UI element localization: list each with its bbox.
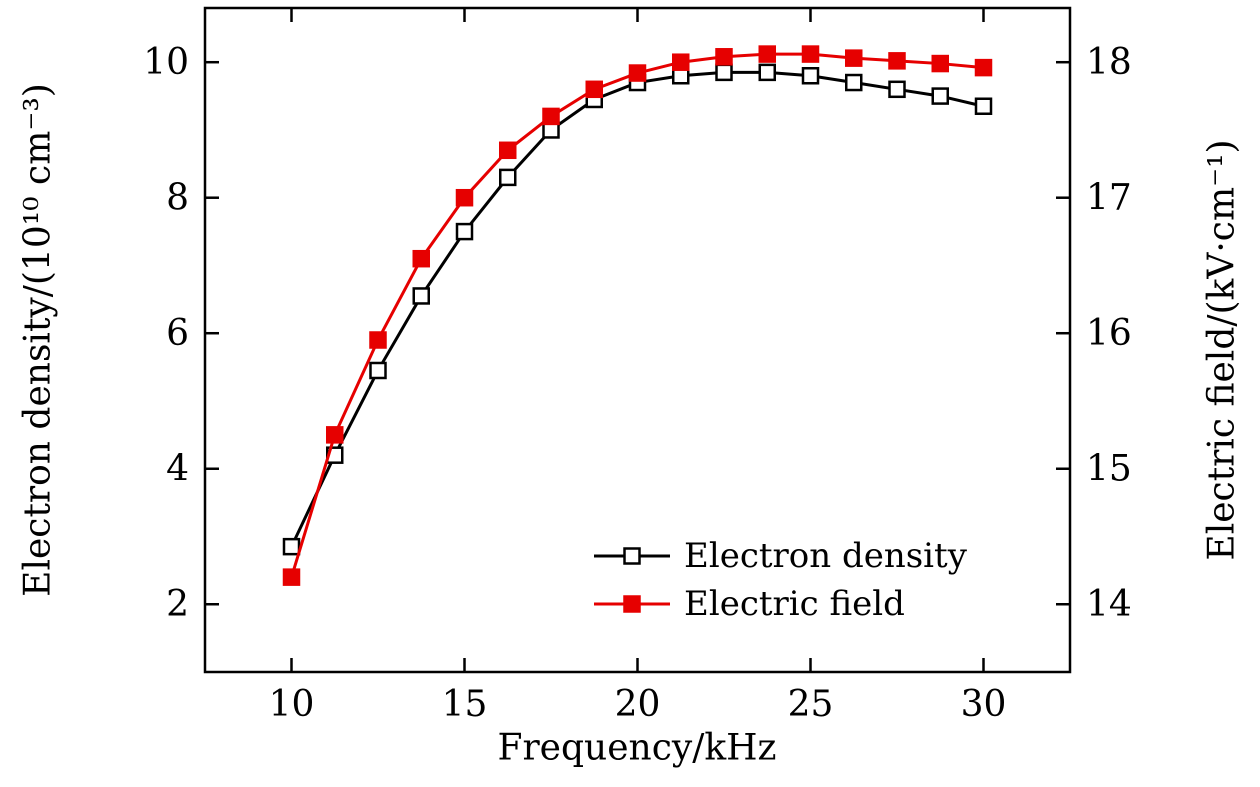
legend-item-electric-field: Electric field: [592, 584, 967, 624]
svg-text:6: 6: [166, 313, 189, 354]
svg-text:14: 14: [1086, 584, 1132, 625]
svg-text:15: 15: [1086, 449, 1132, 490]
svg-text:4: 4: [166, 449, 189, 490]
legend-filled-square-icon: [623, 595, 641, 613]
svg-text:8: 8: [166, 178, 189, 219]
y-axis-label-right: Electric field/(kV·cm⁻¹): [1201, 139, 1243, 561]
svg-text:15: 15: [442, 684, 488, 725]
legend-swatch-electric-field: [594, 595, 670, 613]
svg-text:30: 30: [961, 684, 1007, 725]
svg-text:25: 25: [788, 684, 834, 725]
svg-text:16: 16: [1086, 313, 1132, 354]
svg-text:20: 20: [615, 684, 661, 725]
svg-text:10: 10: [269, 684, 315, 725]
svg-text:10: 10: [143, 42, 189, 83]
legend-label-electric-field: Electric field: [684, 584, 905, 624]
x-axis-label: Frequency/kHz: [497, 727, 777, 769]
svg-text:17: 17: [1086, 178, 1132, 219]
legend-label-electron-density: Electron density: [684, 536, 967, 576]
y-axis-label-left: Electron density/(10¹⁰ cm⁻³): [17, 83, 59, 597]
svg-text:2: 2: [166, 584, 189, 625]
legend-open-square-icon: [623, 547, 641, 565]
legend-item-electron-density: Electron density: [592, 536, 967, 576]
legend-swatch-electron-density: [594, 547, 670, 565]
svg-text:18: 18: [1086, 42, 1132, 83]
legend: Electron density Electric field: [592, 536, 967, 624]
